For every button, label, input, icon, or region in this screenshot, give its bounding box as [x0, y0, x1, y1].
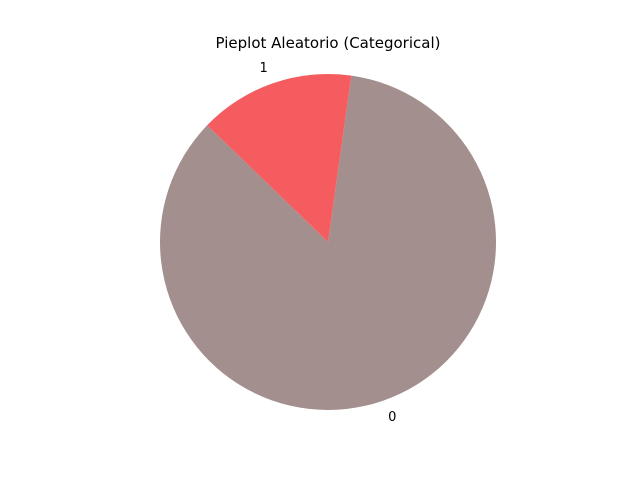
- pie-labels: 01: [260, 61, 397, 425]
- pie-label-1: 1: [260, 61, 268, 76]
- chart-title: Pieplot Aleatorio (Categorical): [216, 34, 441, 52]
- pie-label-0: 0: [388, 410, 396, 425]
- pie-slices: [160, 73, 497, 410]
- pie-slice-0: [160, 75, 497, 410]
- pie-slice-1: [207, 73, 352, 243]
